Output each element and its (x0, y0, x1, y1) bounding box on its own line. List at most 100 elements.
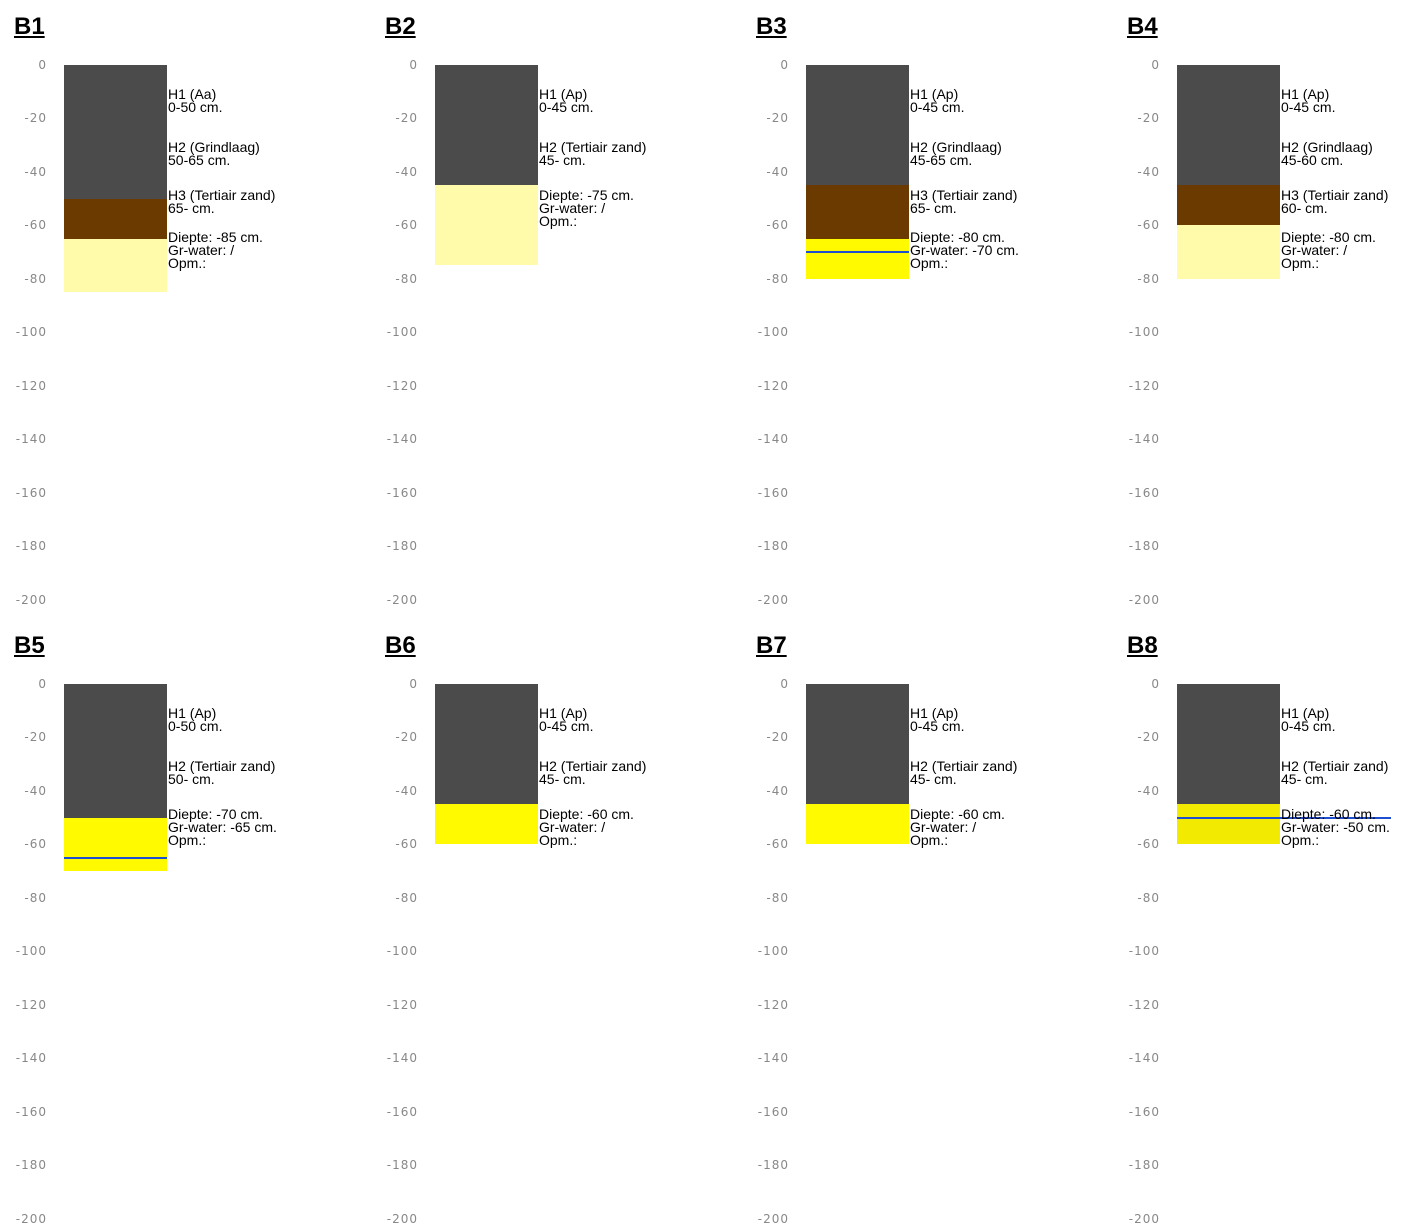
depth-tick-label: -80 (1137, 890, 1160, 905)
depth-tick-label: -80 (24, 271, 47, 286)
soil-layer (806, 238, 909, 279)
depth-tick-label: -40 (395, 164, 418, 179)
depth-tick-label: -160 (757, 1104, 789, 1119)
soil-layer (806, 804, 909, 845)
layer-label: H2 (Tertiair zand) 45- cm. (910, 757, 1018, 787)
soil-layer (64, 684, 167, 818)
depth-tick-label: -200 (1128, 592, 1160, 607)
depth-tick-label: -120 (1128, 997, 1160, 1012)
depth-tick-label: -120 (15, 378, 47, 393)
layer-label: H1 (Ap) 0-45 cm. (910, 705, 965, 735)
depth-tick-label: -80 (766, 271, 789, 286)
borehole-panel: B8 0 -20 -40 -60 -80 -100 -120 -140 -160 -180 -200 H… (1113, 619, 1409, 1231)
depth-tick-label: -60 (766, 837, 789, 852)
depth-tick-label: -40 (1137, 164, 1160, 179)
depth-tick-label: -60 (1137, 837, 1160, 852)
soil-layer (806, 185, 909, 239)
borehole-title: B5 (14, 632, 45, 659)
depth-tick-label: -200 (386, 592, 418, 607)
layer-label: Diepte: -85 cm. Gr-water: / Opm.: (168, 229, 263, 272)
soil-layer (806, 65, 909, 186)
layer-label: Diepte: -60 cm. Gr-water: / Opm.: (539, 805, 634, 848)
borehole-panel: B3 0 -20 -40 -60 -80 -100 -120 -140 -160 -180 -200 H… (742, 0, 1094, 612)
layer-label: H2 (Tertiair zand) 45- cm. (539, 757, 647, 787)
depth-tick-label: -200 (386, 1211, 418, 1226)
soil-layer (435, 804, 538, 845)
layer-label: H2 (Grindlaag) 45-65 cm. (910, 138, 1002, 168)
depth-tick-label: -120 (386, 378, 418, 393)
depth-tick-label: -80 (395, 271, 418, 286)
borehole-panel: B2 0 -20 -40 -60 -80 -100 -120 -140 -160 -180 -200 H… (371, 0, 723, 612)
depth-tick-label: -180 (1128, 1158, 1160, 1173)
depth-tick-label: -20 (24, 730, 47, 745)
depth-tick-label: -200 (1128, 1211, 1160, 1226)
layer-label: H2 (Tertiair zand) 50- cm. (168, 757, 276, 787)
depth-tick-label: -40 (1137, 783, 1160, 798)
borehole-panel: B4 0 -20 -40 -60 -80 -100 -120 -140 -160 -180 -200 H… (1113, 0, 1409, 612)
soil-layer (1177, 225, 1280, 279)
soil-layer (1177, 185, 1280, 226)
borehole-panel: B6 0 -20 -40 -60 -80 -100 -120 -140 -160 -180 -200 H… (371, 619, 723, 1231)
borehole-title: B7 (756, 632, 787, 659)
layer-label: H3 (Tertiair zand) 65- cm. (910, 186, 1018, 216)
depth-tick-label: -60 (395, 218, 418, 233)
depth-tick-label: -120 (15, 997, 47, 1012)
depth-tick-label: -80 (24, 890, 47, 905)
depth-tick-label: -60 (24, 837, 47, 852)
depth-tick-label: -100 (386, 944, 418, 959)
depth-tick-label: -140 (15, 432, 47, 447)
layer-label: H1 (Ap) 0-50 cm. (168, 705, 223, 735)
depth-tick-label: -60 (24, 218, 47, 233)
depth-tick-label: -40 (395, 783, 418, 798)
borehole-panel: B7 0 -20 -40 -60 -80 -100 -120 -140 -160 -180 -200 H… (742, 619, 1094, 1231)
depth-tick-label: -180 (15, 539, 47, 554)
borehole-panel: B1 0 -20 -40 -60 -80 -100 -120 -140 -160 -180 -200 H… (0, 0, 352, 612)
depth-tick-label: -40 (766, 783, 789, 798)
groundwater-line (1177, 816, 1391, 819)
borehole-title: B6 (385, 632, 416, 659)
depth-tick-label: -120 (386, 997, 418, 1012)
depth-tick-label: -160 (1128, 485, 1160, 500)
depth-tick-label: -140 (386, 1051, 418, 1066)
depth-tick-label: -200 (757, 592, 789, 607)
borehole-title: B1 (14, 13, 45, 40)
layer-label: H2 (Tertiair zand) 45- cm. (1281, 757, 1389, 787)
depth-tick-label: 0 (1151, 677, 1160, 691)
soil-layer (64, 817, 167, 872)
depth-tick-label: -60 (395, 837, 418, 852)
depth-tick-label: -140 (1128, 432, 1160, 447)
depth-tick-label: -80 (1137, 271, 1160, 286)
depth-tick-label: -100 (15, 944, 47, 959)
depth-tick-label: -160 (757, 485, 789, 500)
soil-layer (435, 65, 538, 186)
depth-tick-label: -180 (386, 539, 418, 554)
depth-tick-label: -140 (757, 432, 789, 447)
depth-tick-label: 0 (409, 58, 418, 72)
depth-tick-label: -140 (15, 1051, 47, 1066)
depth-tick-label: -180 (757, 1158, 789, 1173)
layer-label: Diepte: -70 cm. Gr-water: -65 cm. Opm.: (168, 805, 277, 848)
borehole-panel: B5 0 -20 -40 -60 -80 -100 -120 -140 -160 -180 -200 H… (0, 619, 352, 1231)
layer-label: H1 (Ap) 0-45 cm. (910, 86, 965, 116)
depth-tick-label: -20 (766, 730, 789, 745)
layer-label: H1 (Ap) 0-45 cm. (539, 86, 594, 116)
borehole-title: B2 (385, 13, 416, 40)
soil-layer (806, 684, 909, 805)
depth-tick-label: -20 (766, 111, 789, 126)
depth-tick-label: -120 (757, 997, 789, 1012)
depth-tick-label: -120 (1128, 378, 1160, 393)
layer-label: H1 (Ap) 0-45 cm. (1281, 86, 1336, 116)
depth-tick-label: -60 (1137, 218, 1160, 233)
depth-tick-label: -160 (386, 1104, 418, 1119)
groundwater-line (64, 856, 167, 859)
soil-layer (1177, 65, 1280, 186)
layer-label: H2 (Grindlaag) 50-65 cm. (168, 138, 260, 168)
layer-label: Diepte: -60 cm. Gr-water: -50 cm. Opm.: (1281, 805, 1390, 848)
depth-tick-label: -100 (757, 325, 789, 340)
depth-tick-label: -160 (15, 1104, 47, 1119)
depth-tick-label: 0 (1151, 58, 1160, 72)
depth-tick-label: -140 (757, 1051, 789, 1066)
layer-label: H1 (Aa) 0-50 cm. (168, 86, 223, 116)
groundwater-line (806, 251, 909, 254)
layer-label: Diepte: -60 cm. Gr-water: / Opm.: (910, 805, 1005, 848)
